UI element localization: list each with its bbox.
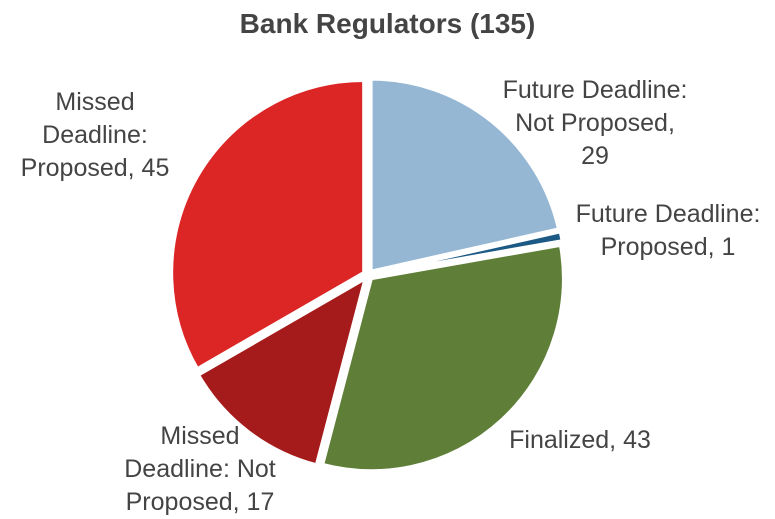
data-label: Missed Deadline: Proposed, 45 xyxy=(20,88,170,182)
data-label: Future Deadline: Not Proposed, 29 xyxy=(502,76,688,170)
data-label: Missed Deadline: Not Proposed, 17 xyxy=(124,422,276,516)
data-label: Future Deadline: Proposed, 1 xyxy=(575,200,761,261)
chart-title: Bank Regulators (135) xyxy=(239,8,536,39)
pie-slice xyxy=(170,78,366,371)
pie-slice xyxy=(369,77,561,273)
pie-slice xyxy=(196,275,368,467)
data-label: Finalized, 43 xyxy=(509,426,651,454)
pie-slice xyxy=(320,243,565,473)
pie-slice xyxy=(372,230,564,276)
